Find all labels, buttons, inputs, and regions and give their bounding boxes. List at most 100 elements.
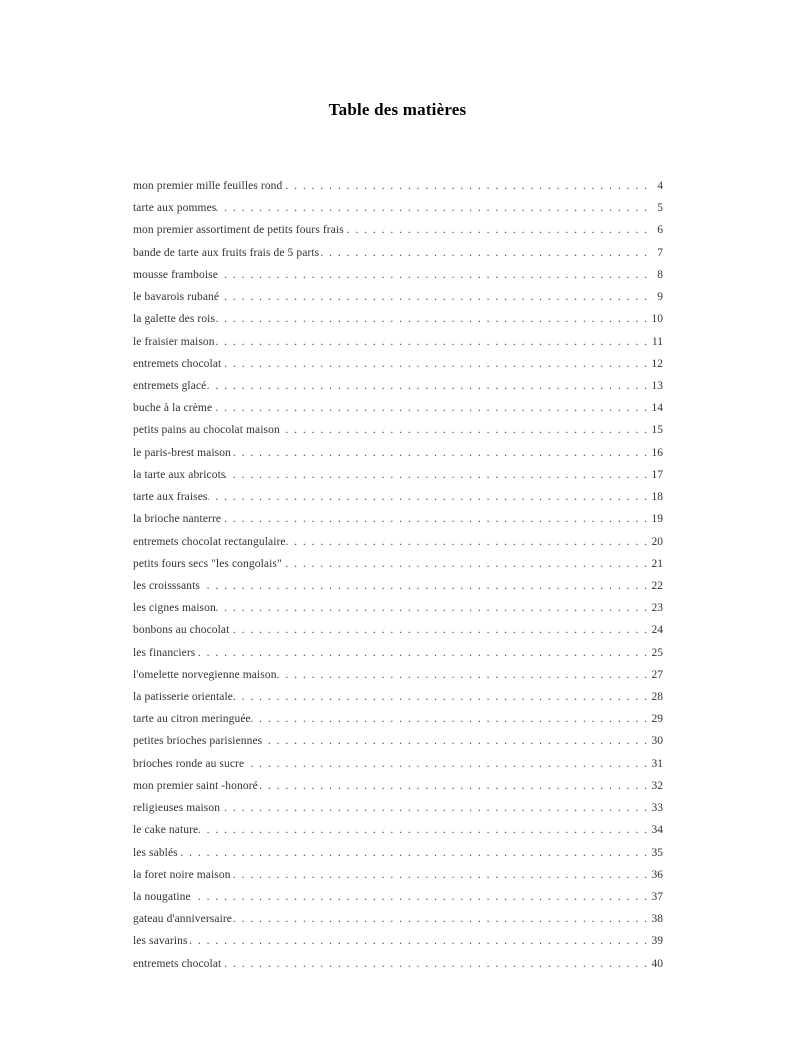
toc-entry[interactable]: mon premier assortiment de petits fours … <box>133 219 663 241</box>
toc-entry-page-number: 17 <box>651 468 664 481</box>
toc-entry-title: tarte aux fraises <box>133 491 208 504</box>
toc-entry[interactable]: bande de tarte aux fruits frais de 5 par… <box>133 242 663 264</box>
toc-entry[interactable]: les financiers . . . . . . . . . . . . .… <box>133 642 663 664</box>
toc-entry-page-number: 34 <box>651 824 664 837</box>
dot-leader: . . . . . . . . . . . . . . . . . . . . … <box>218 268 647 281</box>
toc-entry-page-number: 33 <box>651 802 664 815</box>
toc-entry-title: l'omelette norvegienne maison <box>133 668 277 681</box>
dot-leader: . . . . . . . . . . . . . . . . . . . . … <box>178 846 647 859</box>
dot-leader: . . . . . . . . . . . . . . . . . . . . … <box>231 446 647 459</box>
toc-entry-page-number: 30 <box>651 735 664 748</box>
toc-entry-page-number: 21 <box>651 557 664 570</box>
dot-leader: . . . . . . . . . . . . . . . . . . . . … <box>344 224 647 237</box>
toc-entry-page-number: 9 <box>657 291 663 304</box>
toc-entry[interactable]: la galette des rois . . . . . . . . . . … <box>133 308 663 330</box>
dot-leader: . . . . . . . . . . . . . . . . . . . . … <box>262 735 647 748</box>
toc-entry[interactable]: buche à la crème . . . . . . . . . . . .… <box>133 397 663 419</box>
dot-leader: . . . . . . . . . . . . . . . . . . . . … <box>280 424 647 437</box>
dot-leader: . . . . . . . . . . . . . . . . . . . . … <box>195 646 647 659</box>
toc-entry-page-number: 18 <box>651 491 664 504</box>
toc-entry[interactable]: entremets chocolat rectangulaire . . . .… <box>133 531 663 553</box>
toc-entry[interactable]: religieuses maison . . . . . . . . . . .… <box>133 797 663 819</box>
dot-leader: . . . . . . . . . . . . . . . . . . . . … <box>216 602 647 615</box>
dot-leader: . . . . . . . . . . . . . . . . . . . . … <box>216 202 647 215</box>
toc-entry[interactable]: la tarte aux abricots . . . . . . . . . … <box>133 464 663 486</box>
toc-entry[interactable]: gateau d'anniversaire . . . . . . . . . … <box>133 908 663 930</box>
toc-entry[interactable]: entremets chocolat . . . . . . . . . . .… <box>133 953 663 975</box>
toc-entry-title: mon premier mille feuilles rond <box>133 180 283 192</box>
toc-entry[interactable]: brioches ronde au sucre . . . . . . . . … <box>133 753 663 775</box>
toc-entry-page-number: 13 <box>651 379 664 392</box>
toc-entry[interactable]: les savarins . . . . . . . . . . . . . .… <box>133 930 663 952</box>
dot-leader: . . . . . . . . . . . . . . . . . . . . … <box>319 246 647 259</box>
toc-entry-page-number: 7 <box>657 246 663 259</box>
toc-entry-page-number: 10 <box>651 313 664 326</box>
toc-entry[interactable]: le cake nature . . . . . . . . . . . . .… <box>133 819 663 841</box>
toc-entry-title: entremets glacé <box>133 379 207 392</box>
toc-entry[interactable]: mousse framboise . . . . . . . . . . . .… <box>133 264 663 286</box>
toc-entry[interactable]: les croisssants . . . . . . . . . . . . … <box>133 575 663 597</box>
dot-leader: . . . . . . . . . . . . . . . . . . . . … <box>206 379 647 392</box>
dot-leader: . . . . . . . . . . . . . . . . . . . . … <box>198 824 647 837</box>
toc-entry-title: entremets chocolat <box>133 357 222 370</box>
dot-leader: . . . . . . . . . . . . . . . . . . . . … <box>215 335 647 348</box>
toc-entry-page-number: 40 <box>651 957 664 970</box>
toc-entry-page-number: 29 <box>651 713 664 726</box>
toc-entry[interactable]: la patisserie orientale . . . . . . . . … <box>133 686 663 708</box>
toc-entry[interactable]: petites brioches parisiennes . . . . . .… <box>133 730 663 752</box>
toc-entry[interactable]: l'omelette norvegienne maison . . . . . … <box>133 664 663 686</box>
dot-leader: . . . . . . . . . . . . . . . . . . . . … <box>208 491 648 504</box>
toc-entry[interactable]: bonbons au chocolat . . . . . . . . . . … <box>133 619 663 641</box>
toc-entry-page-number: 27 <box>651 668 664 681</box>
toc-entry-title: la tarte aux abricots <box>133 468 226 481</box>
toc-entry-title: petits fours secs "les congolais" <box>133 557 282 570</box>
toc-entry-page-number: 38 <box>651 913 664 926</box>
toc-entry-title: le bavarois rubané <box>133 291 220 304</box>
toc-entry-title: entremets chocolat rectangulaire <box>133 535 286 548</box>
toc-entry-title: les sablés <box>133 846 178 859</box>
toc-entry-title: brioches ronde au sucre <box>133 757 245 770</box>
toc-entry[interactable]: tarte au citron meringuée . . . . . . . … <box>133 708 663 730</box>
toc-entry-page-number: 28 <box>651 691 664 704</box>
toc-entry[interactable]: mon premier saint -honoré . . . . . . . … <box>133 775 663 797</box>
toc-entry[interactable]: entremets chocolat . . . . . . . . . . .… <box>133 353 663 375</box>
dot-leader: . . . . . . . . . . . . . . . . . . . . … <box>221 513 647 526</box>
dot-leader: . . . . . . . . . . . . . . . . . . . . … <box>232 913 647 926</box>
toc-entry-title: petites brioches parisiennes <box>133 735 263 748</box>
toc-entry-title: tarte aux pommes <box>133 202 217 215</box>
toc-entry-page-number: 35 <box>651 846 664 859</box>
toc-entry[interactable]: le fraisier maison . . . . . . . . . . .… <box>133 331 663 353</box>
toc-entry-page-number: 25 <box>651 646 664 659</box>
toc-entry-title: petits pains au chocolat maison <box>133 424 280 437</box>
dot-leader: . . . . . . . . . . . . . . . . . . . . … <box>282 557 647 570</box>
toc-entry[interactable]: petits pains au chocolat maison . . . . … <box>133 419 663 441</box>
toc-entry[interactable]: la foret noire maison . . . . . . . . . … <box>133 864 663 886</box>
toc-entry-page-number: 16 <box>651 446 664 459</box>
dot-leader: . . . . . . . . . . . . . . . . . . . . … <box>188 935 647 948</box>
toc-entry-page-number: 31 <box>651 757 664 770</box>
toc-entry-page-number: 24 <box>651 624 664 637</box>
toc-entry-page-number: 36 <box>651 868 664 881</box>
toc-entry[interactable]: la nougatine . . . . . . . . . . . . . .… <box>133 886 663 908</box>
toc-entry[interactable]: tarte aux pommes . . . . . . . . . . . .… <box>133 197 663 219</box>
toc-entry[interactable]: la brioche nanterre . . . . . . . . . . … <box>133 508 663 530</box>
toc-entry-title: la brioche nanterre <box>133 513 222 526</box>
toc-entry-title: entremets chocolat <box>133 957 222 970</box>
dot-leader: . . . . . . . . . . . . . . . . . . . . … <box>220 802 647 815</box>
toc-entry[interactable]: mon premier mille feuilles rond . . . . … <box>133 175 663 197</box>
toc-entry[interactable]: le paris-brest maison . . . . . . . . . … <box>133 442 663 464</box>
dot-leader: . . . . . . . . . . . . . . . . . . . . … <box>285 535 647 548</box>
toc-entry[interactable]: petits fours secs "les congolais" . . . … <box>133 553 663 575</box>
toc-entry[interactable]: entremets glacé . . . . . . . . . . . . … <box>133 375 663 397</box>
toc-entry[interactable]: les sablés . . . . . . . . . . . . . . .… <box>133 842 663 864</box>
toc-entry[interactable]: le bavarois rubané . . . . . . . . . . .… <box>133 286 663 308</box>
toc-entry[interactable]: tarte aux fraises . . . . . . . . . . . … <box>133 486 663 508</box>
dot-leader: . . . . . . . . . . . . . . . . . . . . … <box>229 624 647 637</box>
toc-entry-title: mousse framboise <box>133 268 218 281</box>
toc-entry-page-number: 14 <box>651 402 664 415</box>
toc-entry[interactable]: les cignes maison . . . . . . . . . . . … <box>133 597 663 619</box>
dot-leader: . . . . . . . . . . . . . . . . . . . . … <box>258 779 647 792</box>
toc-entry-page-number: 5 <box>657 202 663 215</box>
toc-entry-title: gateau d'anniversaire <box>133 913 232 926</box>
